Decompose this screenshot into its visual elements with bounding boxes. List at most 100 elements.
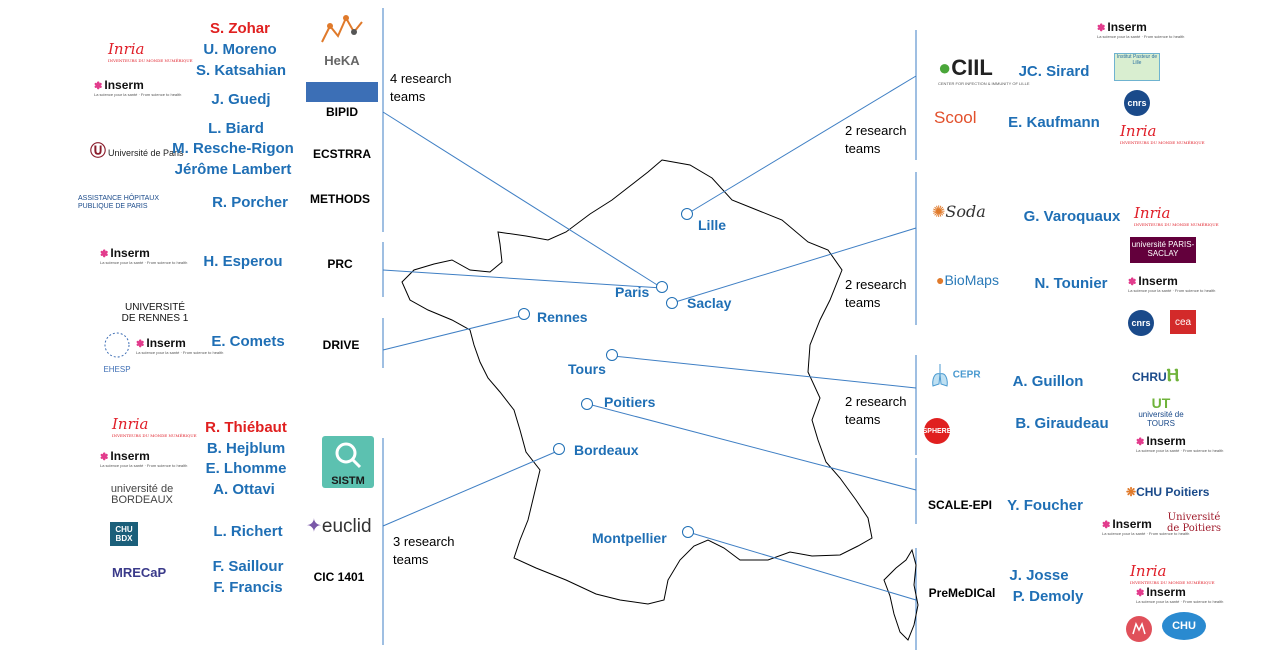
universite-de-tours-logo: UT université de TOURS — [1138, 395, 1184, 428]
chu-bordeaux-logo: CHU BDX — [110, 522, 138, 546]
name-l-richert: L. Richert — [213, 523, 283, 540]
chu-poitiers-logo: ❋CHU Poitiers — [1126, 485, 1210, 499]
name-f-francis: F. Francis — [213, 579, 283, 596]
universite-de-poitiers-logo: Université de Poitiers — [1166, 512, 1222, 534]
team-scale-epi: SCALE-EPI — [927, 498, 992, 512]
inria-logo: Inria INVENTEURS DU MONDE NUMÉRIQUE — [1120, 122, 1205, 145]
city-marker-paris — [656, 281, 668, 293]
name-a-ottavi: A. Ottavi — [213, 481, 275, 498]
inria-logo: Inria INVENTEURS DU MONDE NUMÉRIQUE — [108, 40, 193, 63]
name-u-moreno: U. Moreno — [203, 41, 277, 58]
city-marker-tours — [606, 349, 618, 361]
biomaps-logo: ●BioMaps — [936, 272, 999, 288]
inserm-logo: ✽ Inserm La science pour la santé · From s… — [94, 78, 182, 97]
name-b-giraudeau: B. Giraudeau — [1015, 415, 1109, 432]
city-marker-poitiers — [581, 398, 593, 410]
name-p-demoly: P. Demoly — [1012, 588, 1084, 605]
m-emblem-icon — [1132, 621, 1146, 635]
name-y-foucher: Y. Foucher — [1007, 497, 1083, 514]
universite-de-rennes-logo: UNIVERSITÉ DE RENNES 1 — [121, 302, 189, 324]
name-s-katsahian: S. Katsahian — [195, 62, 287, 79]
euclid-logo: ✦euclid — [306, 516, 372, 537]
connector-tours — [612, 355, 917, 389]
name-j-josse: J. Josse — [1009, 567, 1069, 584]
name-j-guedj: J. Guedj — [211, 91, 271, 108]
team-premedical: PreMeDICal — [928, 586, 996, 600]
inserm-logo: ✽ Inserm La science pour la santé · From s… — [1136, 585, 1224, 604]
city-label-bordeaux: Bordeaux — [574, 442, 639, 458]
soda-logo: ✺Soda — [932, 202, 986, 221]
connector-paris-prc — [382, 269, 663, 289]
scool-logo: Scool — [934, 108, 977, 127]
sistm-logo: SISTM — [322, 436, 374, 488]
inserm-logo: ✽ Inserm La science pour la santé · From s… — [100, 246, 188, 265]
city-label-paris: Paris — [615, 284, 650, 300]
right-group2-count: 2 research teams — [845, 277, 907, 310]
connector-bordeaux — [382, 449, 561, 527]
name-h-esperou: H. Esperou — [203, 253, 283, 270]
sphere-logo: SPHERE — [923, 418, 951, 444]
city-label-tours: Tours — [568, 361, 606, 377]
universite-paris-saclay-logo: université PARIS-SACLAY — [1130, 237, 1196, 263]
name-f-saillour: F. Saillour — [212, 558, 284, 575]
name-jc-sirard: JC. Sirard — [1018, 63, 1090, 80]
corsica-outline — [883, 548, 919, 641]
team-ecstrra: ECSTRRA — [312, 147, 371, 161]
connector-rennes — [382, 314, 526, 351]
team-methods: METHODS — [310, 192, 370, 206]
name-r-porcher: R. Porcher — [212, 194, 288, 211]
ehesp-icon — [104, 332, 130, 358]
universite-de-paris-logo: Ⓤ Université de Paris — [90, 143, 184, 160]
right-group3-count: 2 research teams — [845, 394, 907, 427]
inserm-logo: ✽ Inserm La science pour la santé · From s… — [1128, 274, 1216, 293]
left-group4-count: 3 research teams — [393, 534, 455, 567]
chu-montpellier-logo: CHU — [1162, 612, 1206, 640]
inria-logo: Inria INVENTEURS DU MONDE NUMÉRIQUE — [112, 415, 197, 438]
inria-logo: Inria INVENTEURS DU MONDE NUMÉRIQUE — [1130, 562, 1215, 585]
inria-logo: Inria INVENTEURS DU MONDE NUMÉRIQUE — [1134, 204, 1219, 227]
name-l-biard: L. Biard — [208, 120, 264, 137]
recap-logo: MRECaP — [112, 565, 167, 580]
institut-pasteur-lille-logo: Institut Pasteur de Lille — [1114, 53, 1160, 81]
team-drive: DRIVE — [322, 338, 360, 352]
magnifier-icon — [335, 442, 362, 469]
city-marker-bordeaux — [553, 443, 565, 455]
name-jerome-lambert: Jérôme Lambert — [174, 161, 292, 178]
city-label-lille: Lille — [698, 217, 727, 233]
connector-lille — [686, 75, 917, 215]
name-m-resche-rigon: M. Resche-Rigon — [172, 140, 294, 157]
city-marker-montpellier — [682, 526, 694, 538]
left-group1-count: 4 research teams — [390, 71, 452, 104]
heka-network-icon — [321, 15, 363, 43]
name-g-varoquaux: G. Varoquaux — [1023, 208, 1121, 225]
bipid-banner-image — [306, 82, 378, 102]
team-cic-1401: CIC 1401 — [313, 570, 365, 584]
inserm-logo: ✽ Inserm La science pour la santé · From s… — [100, 449, 188, 468]
name-e-lhomme: E. Lhomme — [205, 460, 287, 477]
name-e-kaufmann: E. Kaufmann — [1008, 114, 1100, 131]
heka-logo: HeKA — [318, 12, 366, 68]
city-marker-rennes — [518, 308, 530, 320]
name-e-comets: E. Comets — [211, 333, 285, 350]
ciil-logo: ●CIIL CENTER FOR INFECTION & IMMUNITY OF… — [938, 55, 1030, 86]
city-marker-saclay — [666, 297, 678, 309]
name-s-zohar: S. Zohar — [209, 20, 270, 37]
chru-logo: CHRUⲎ — [1132, 365, 1180, 385]
cea-logo: cea — [1170, 310, 1196, 334]
city-label-montpellier: Montpellier — [592, 530, 667, 546]
ehesp-logo: EHESP — [100, 330, 134, 374]
connector-saclay — [671, 227, 917, 304]
aphp-logo: ASSISTANCE HÔPITAUX PUBLIQUE DE PARIS — [78, 195, 160, 210]
city-marker-lille — [681, 208, 693, 220]
connector-montpellier — [687, 531, 917, 601]
cnrs-logo: cnrs — [1128, 310, 1154, 336]
inserm-logo: ✽ Inserm La science pour la santé · From s… — [1136, 434, 1224, 453]
name-a-guillon: A. Guillon — [1012, 373, 1084, 390]
lungs-icon — [932, 364, 948, 387]
inserm-logo: ✽ Inserm La science pour la santé · From s… — [136, 336, 224, 355]
montpellier-university-logo — [1126, 616, 1152, 642]
name-n-tounier: N. Tounier — [1034, 275, 1108, 292]
cepr-logo: CEPR — [930, 362, 981, 388]
connector-paris — [382, 111, 663, 289]
